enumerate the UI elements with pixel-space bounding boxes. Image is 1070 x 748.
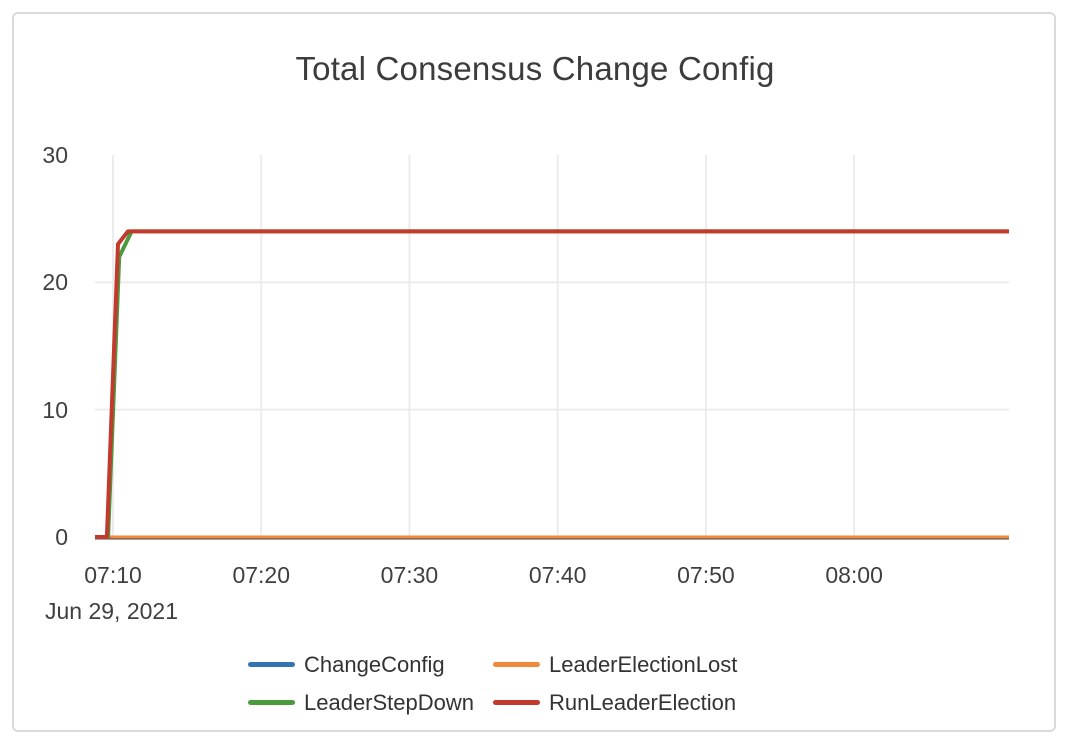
series-line-RunLeaderElection — [95, 229, 1009, 539]
x-axis-date-label: Jun 29, 2021 — [45, 598, 179, 624]
y-axis-tick-label: 10 — [42, 396, 68, 423]
x-axis-tick-label: 07:50 — [677, 562, 735, 588]
legend-item-RunLeaderElection[interactable]: RunLeaderElection — [493, 690, 737, 715]
legend-swatch-ChangeConfig — [248, 662, 295, 667]
plot-area[interactable] — [95, 155, 1009, 537]
legend-swatch-LeaderStepDown — [248, 700, 295, 705]
legend-label: LeaderStepDown — [304, 690, 475, 715]
chart-title: Total Consensus Change Config — [295, 50, 775, 87]
legend-label: ChangeConfig — [304, 652, 445, 677]
y-axis-tick-label: 30 — [42, 142, 68, 168]
legend-label: RunLeaderElection — [549, 690, 737, 715]
x-axis-tick-label: 07:40 — [528, 562, 587, 588]
legend-item-LeaderElectionLost[interactable]: LeaderElectionLost — [493, 652, 737, 677]
y-axis-tick-label: 20 — [42, 269, 68, 296]
legend-label: LeaderElectionLost — [549, 652, 738, 677]
legend-swatch-RunLeaderElection — [493, 700, 540, 705]
legend-swatch-LeaderElectionLost — [493, 662, 540, 667]
x-axis-tick-label: 08:00 — [825, 562, 883, 588]
y-axis-tick-label: 0 — [55, 524, 68, 550]
legend: ChangeConfig LeaderElectionLost LeaderStep… — [248, 652, 737, 715]
chart-card — [12, 12, 1056, 732]
legend-item-LeaderStepDown[interactable]: LeaderStepDown — [248, 690, 493, 715]
x-axis-tick-label: 07:20 — [232, 562, 291, 588]
x-axis-tick-label: 07:10 — [84, 562, 142, 588]
legend-item-ChangeConfig[interactable]: ChangeConfig — [248, 652, 493, 677]
x-axis-tick-label: 07:30 — [380, 562, 439, 588]
